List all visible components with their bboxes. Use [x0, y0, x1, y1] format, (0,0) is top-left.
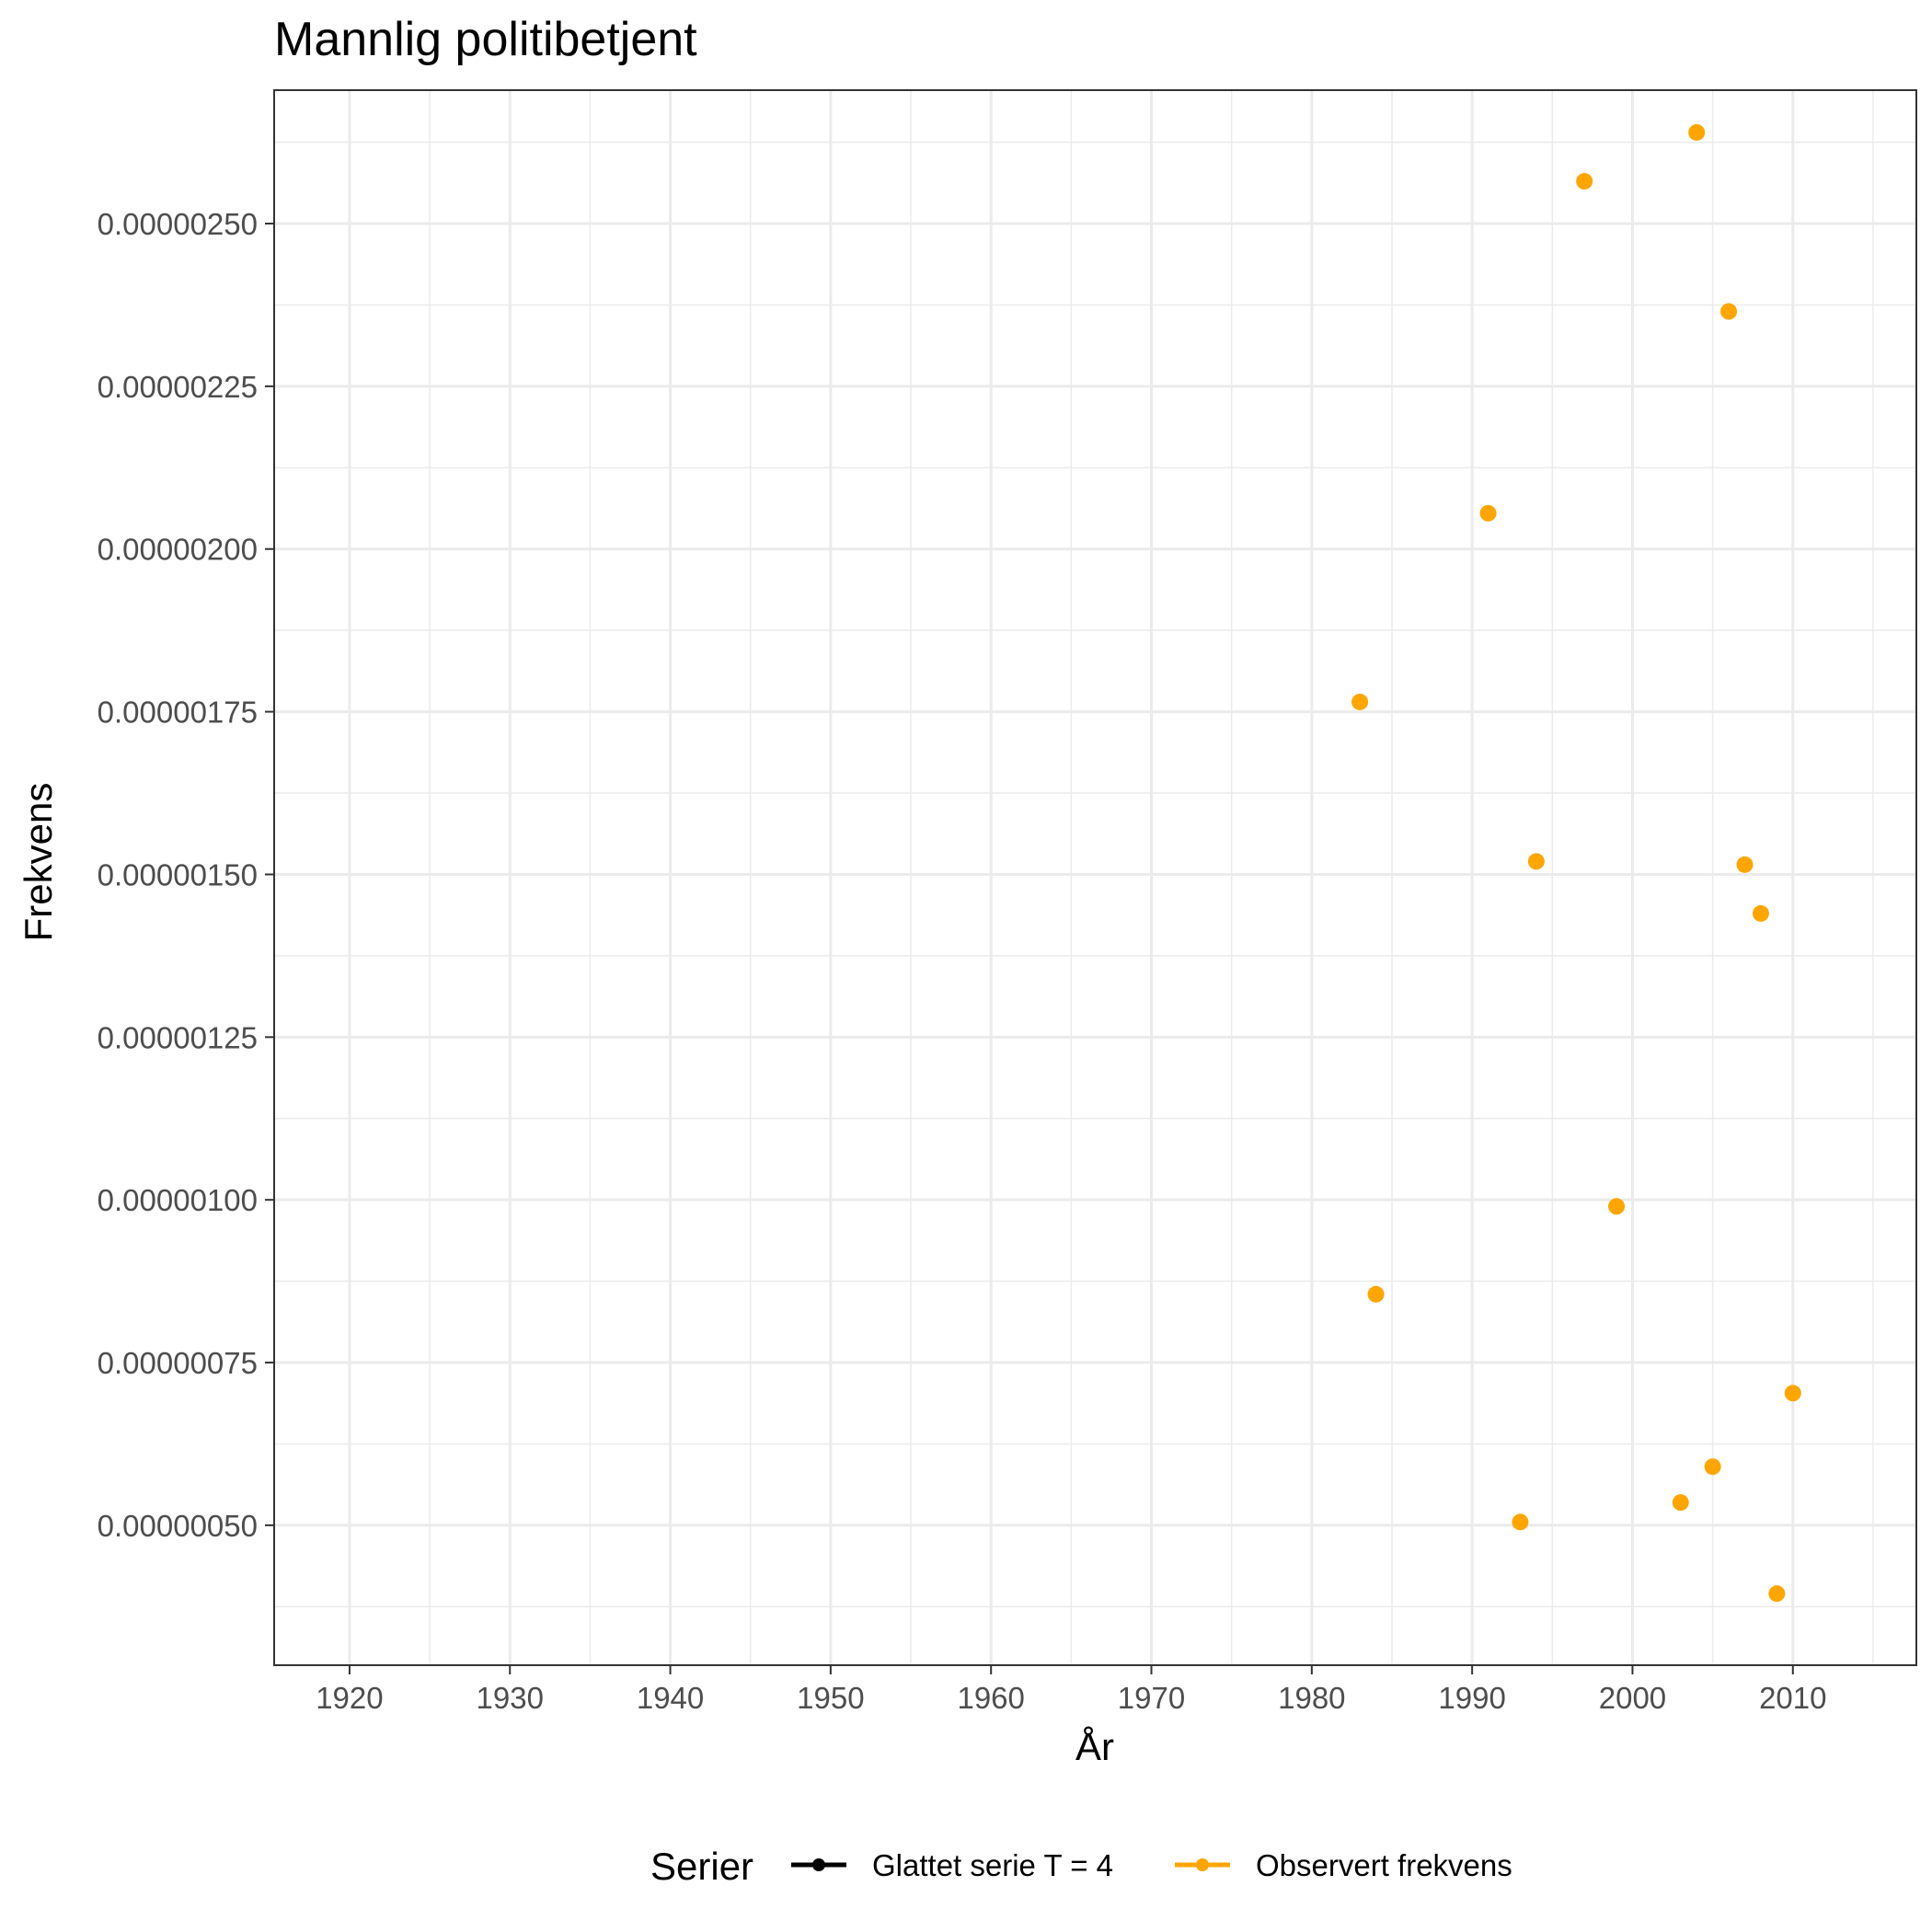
- data-point-series-1: [1512, 1513, 1529, 1531]
- y-tick-label: 0.00000250: [98, 207, 258, 241]
- y-tick-label: 0.00000225: [98, 370, 258, 404]
- data-point-series-1: [1720, 303, 1738, 320]
- x-tick-label: 1960: [957, 1681, 1024, 1715]
- legend-key-point-observed: [1196, 1858, 1209, 1871]
- y-tick-label: 0.00000075: [98, 1346, 258, 1380]
- data-point-series-1: [1688, 123, 1706, 141]
- x-tick-label: 1970: [1118, 1681, 1185, 1715]
- chart-title: Mannlig politibetjent: [274, 13, 697, 66]
- data-point-series-1: [1784, 1385, 1801, 1402]
- data-point-series-1: [1736, 856, 1754, 873]
- y-axis-title: Frekvens: [17, 783, 60, 942]
- legend: Serier Glattet serie T = 4 Observert fre…: [650, 1845, 1512, 1888]
- y-tick-label: 0.00000175: [98, 696, 258, 730]
- data-point-series-1: [1704, 1458, 1721, 1476]
- data-point-series-1: [1752, 904, 1769, 922]
- x-tick-label: 2010: [1759, 1681, 1826, 1715]
- legend-label-smoothed: Glattet serie T = 4: [872, 1848, 1113, 1882]
- legend-key-point-smoothed: [812, 1858, 825, 1871]
- data-point-series-1: [1479, 504, 1497, 522]
- x-axis-title: År: [1075, 1725, 1114, 1768]
- y-tick-label: 0.00000100: [98, 1183, 258, 1217]
- y-tick-label: 0.00000125: [98, 1020, 258, 1054]
- y-tick-label: 0.00000200: [98, 533, 258, 567]
- data-points: [1351, 123, 1801, 1603]
- data-point-series-1: [1576, 173, 1593, 190]
- x-tick-label: 1990: [1438, 1681, 1505, 1715]
- x-tick-label: 1920: [316, 1681, 383, 1715]
- y-tick-label: 0.00000150: [98, 857, 258, 891]
- data-point-series-1: [1351, 693, 1369, 710]
- plot-panel: [274, 90, 1916, 1665]
- x-axis: 1920 1930 1940 1950 1960 1970 1980 1990 2000 2010: [316, 1665, 1826, 1715]
- x-tick-label: 1940: [637, 1681, 704, 1715]
- x-tick-label: 2000: [1599, 1681, 1666, 1715]
- y-tick-label: 0.00000050: [98, 1509, 258, 1543]
- data-point-series-1: [1527, 853, 1545, 870]
- major-gridlines: [274, 90, 1916, 1665]
- data-point-series-1: [1672, 1494, 1689, 1512]
- y-axis: 0.00000050 0.00000075 0.00000100 0.00000125…: [98, 207, 274, 1543]
- legend-title: Serier: [650, 1845, 753, 1888]
- data-point-series-1: [1367, 1285, 1385, 1303]
- data-point-series-1: [1608, 1198, 1626, 1215]
- legend-label-observed: Observert frekvens: [1256, 1848, 1512, 1882]
- legend-entry-smoothed: Glattet serie T = 4: [791, 1848, 1113, 1882]
- minor-gridlines: [274, 90, 1916, 1665]
- plot-panel-border: [273, 89, 1917, 1666]
- data-point-series-1: [1768, 1585, 1786, 1603]
- x-tick-label: 1980: [1278, 1681, 1345, 1715]
- x-tick-label: 1930: [477, 1681, 544, 1715]
- legend-entry-observed: Observert frekvens: [1175, 1848, 1512, 1882]
- x-tick-label: 1950: [797, 1681, 864, 1715]
